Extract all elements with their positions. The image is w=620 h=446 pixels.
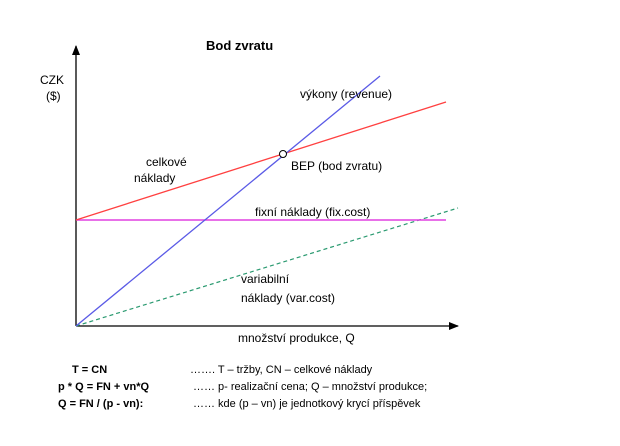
formula-right-1: ……. T – tržby, CN – celkové náklady	[190, 364, 373, 376]
formula-right-2: …… p- realizační cena; Q – množství prod…	[193, 381, 427, 393]
x-axis-label: množství produkce, Q	[238, 331, 355, 345]
revenue-label: výkony (revenue)	[300, 87, 392, 101]
diagram-title: Bod zvratu	[206, 38, 273, 53]
variable-costs-line	[75, 207, 459, 327]
break-even-point-marker	[279, 150, 287, 158]
formula-right-3: …… kde (p – vn) je jednotkový krycí přís…	[193, 398, 421, 410]
formula-left-2: p * Q = FN + vn*Q	[58, 381, 150, 393]
revenue-line	[75, 75, 381, 327]
variable-costs-label-line1: variabilní	[241, 272, 290, 286]
variable-costs-label-line2: náklady (var.cost)	[241, 291, 335, 305]
total-costs-line	[75, 101, 447, 221]
formula-left-3: Q = FN / (p - vn):	[58, 398, 143, 410]
total-costs-label-line1: celkové	[146, 155, 187, 169]
total-costs-label-line2: náklady	[134, 171, 175, 185]
formula-left-1: T = CN	[72, 364, 107, 376]
y-axis-label-currency: CZK	[40, 73, 64, 87]
bep-label: BEP (bod zvratu)	[291, 159, 382, 173]
y-axis-label-symbol: ($)	[46, 89, 61, 103]
fixed-costs-label: fixní náklady (fix.cost)	[255, 205, 370, 219]
